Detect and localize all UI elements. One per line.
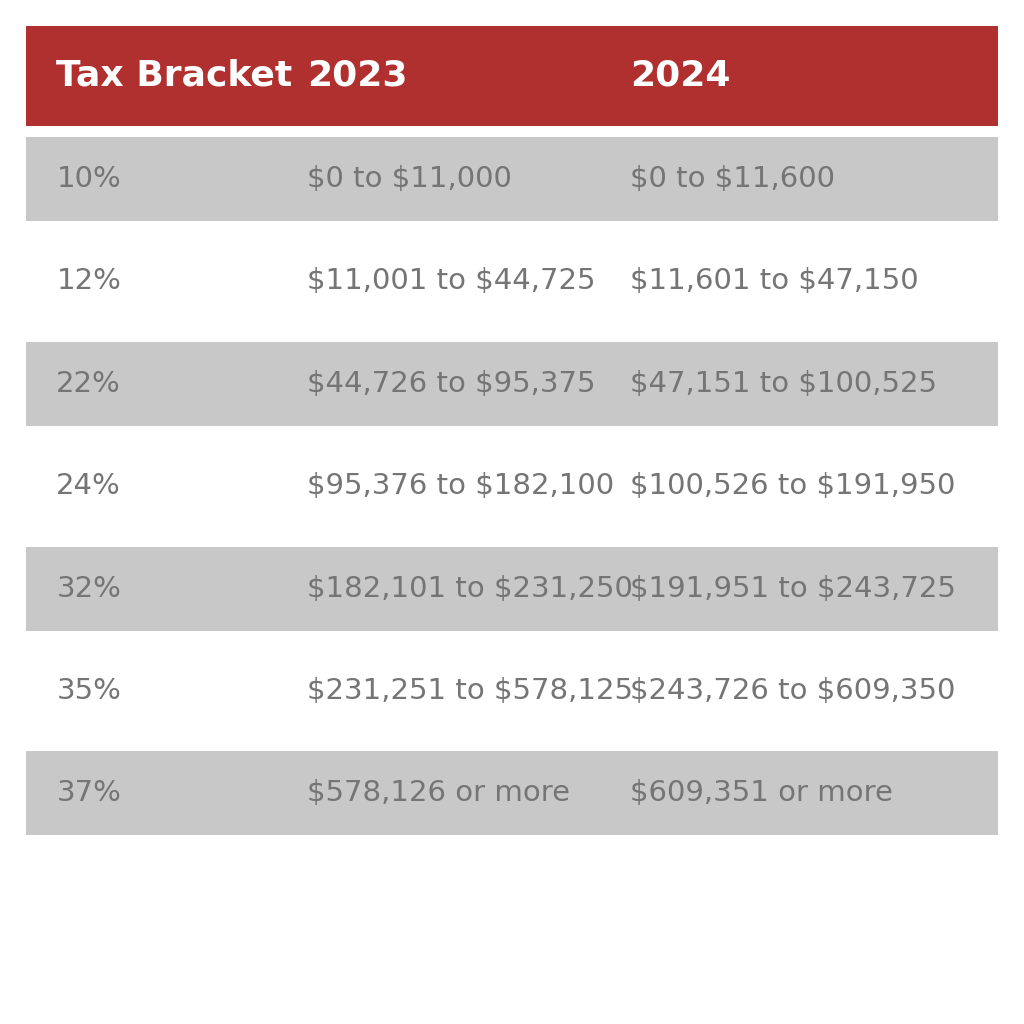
Text: \$191,951 to \$243,725: \$191,951 to \$243,725 [630, 574, 955, 602]
Text: \$11,601 to \$47,150: \$11,601 to \$47,150 [630, 267, 919, 295]
Bar [26, 240, 998, 324]
Text: 12%: 12% [56, 267, 121, 295]
Text: \$182,101 to \$231,250: \$182,101 to \$231,250 [307, 574, 633, 602]
Bar [26, 444, 998, 528]
Text: 24%: 24% [56, 472, 121, 500]
Text: \$11,001 to \$44,725: \$11,001 to \$44,725 [307, 267, 596, 295]
Text: \$578,126 or more: \$578,126 or more [307, 779, 570, 807]
Text: \$231,251 to \$578,125: \$231,251 to \$578,125 [307, 677, 633, 705]
Text: 22%: 22% [56, 370, 121, 397]
Text: \$243,726 to \$609,350: \$243,726 to \$609,350 [630, 677, 955, 705]
Bar [26, 547, 998, 631]
Text: \$0 to \$11,000: \$0 to \$11,000 [307, 165, 512, 193]
Text: \$47,151 to \$100,525: \$47,151 to \$100,525 [630, 370, 937, 397]
Text: 32%: 32% [56, 574, 121, 602]
Text: \$100,526 to \$191,950: \$100,526 to \$191,950 [630, 472, 955, 500]
Text: Tax Bracket: Tax Bracket [56, 58, 293, 93]
Text: 2024: 2024 [630, 58, 730, 93]
Text: 35%: 35% [56, 677, 121, 705]
Text: \$95,376 to \$182,100: \$95,376 to \$182,100 [307, 472, 614, 500]
Text: \$0 to \$11,600: \$0 to \$11,600 [630, 165, 835, 193]
Text: 2023: 2023 [307, 58, 408, 93]
Text: 37%: 37% [56, 779, 121, 807]
Bar [26, 649, 998, 733]
Text: 10%: 10% [56, 165, 121, 193]
Bar [26, 26, 998, 126]
Bar [26, 137, 998, 221]
Text: \$609,351 or more: \$609,351 or more [630, 779, 893, 807]
Text: \$44,726 to \$95,375: \$44,726 to \$95,375 [307, 370, 596, 397]
Bar [26, 752, 998, 836]
Bar [26, 342, 998, 426]
